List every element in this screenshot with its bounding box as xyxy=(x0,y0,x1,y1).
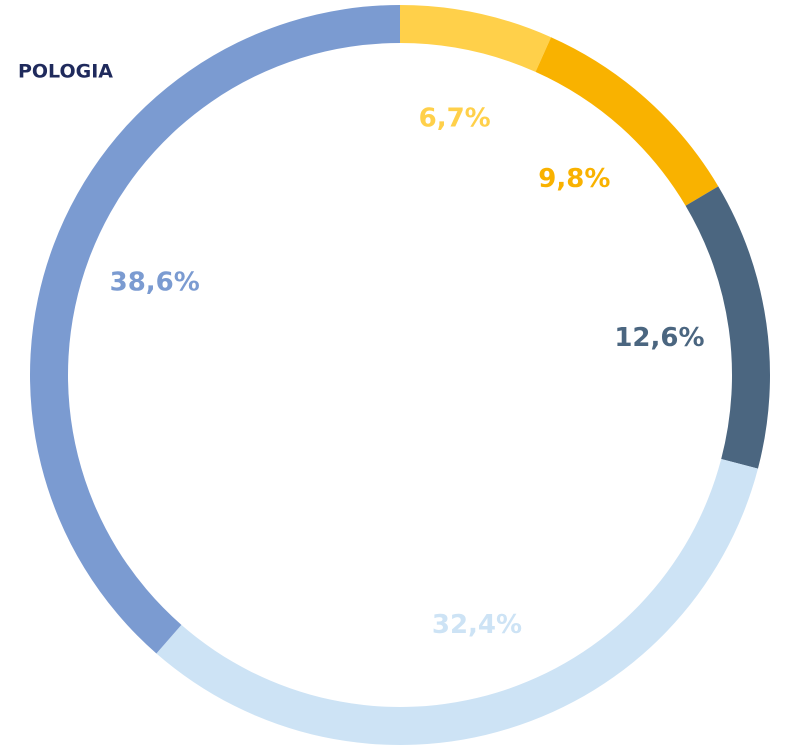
donut-segment xyxy=(535,37,719,206)
chart-title: POLOGIA xyxy=(18,61,113,83)
donut-segment xyxy=(400,5,552,72)
donut-segment xyxy=(156,458,758,745)
data-label: 12,6% xyxy=(614,323,704,353)
donut-segment xyxy=(29,5,400,654)
donut-segment xyxy=(685,186,770,469)
data-label: 38,6% xyxy=(110,267,200,297)
data-label: 9,8% xyxy=(538,164,610,194)
data-label: 32,4% xyxy=(432,610,522,640)
data-label: 6,7% xyxy=(419,103,491,133)
